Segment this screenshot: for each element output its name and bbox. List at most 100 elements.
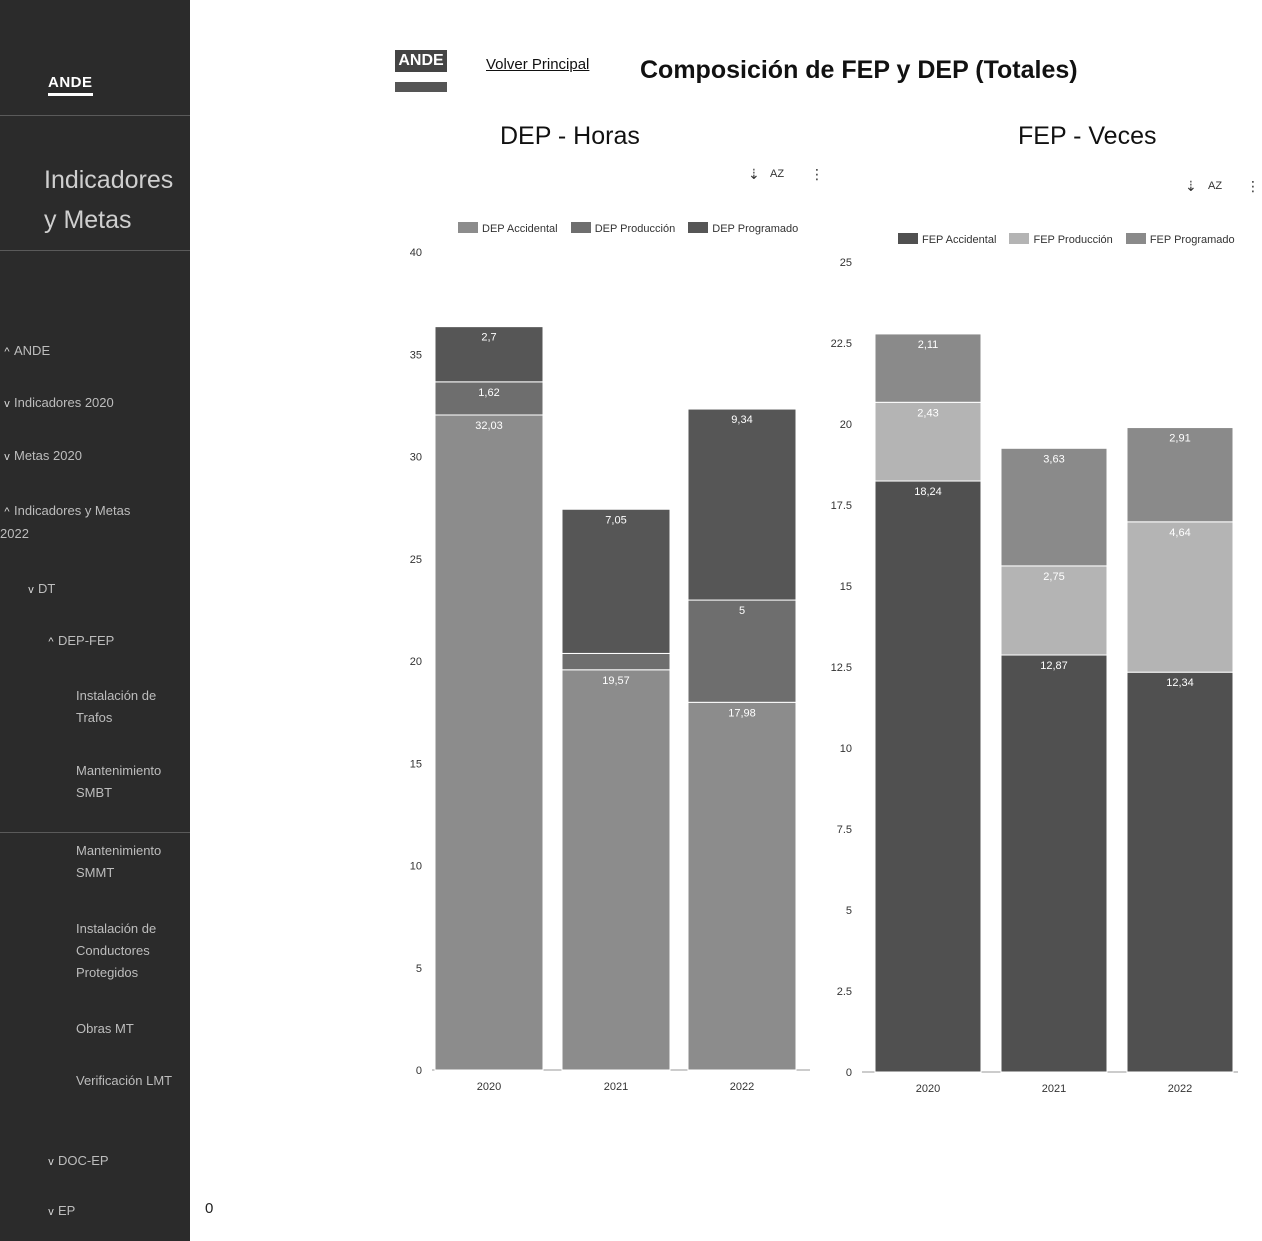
legend-item[interactable]: FEP Accidental [898, 233, 996, 246]
download-icon[interactable]: ⇣ [748, 166, 760, 182]
bar-segment [874, 333, 982, 403]
more-vertical-icon[interactable]: ⋮ [1246, 178, 1260, 194]
x-tick-label: 2022 [730, 1081, 754, 1093]
y-tick-label: 5 [846, 905, 852, 917]
sidebar-item-ep[interactable]: v EP [44, 1200, 190, 1223]
legend-label: FEP Accidental [922, 234, 997, 246]
y-tick-label: 0 [416, 1065, 422, 1077]
y-tick-label: 22.5 [831, 338, 852, 350]
sidebar-item-obras-mt[interactable]: Obras MT [76, 1018, 176, 1040]
sidebar-item-label: Mantenimiento SMBT [76, 763, 162, 800]
bar-segment [1126, 427, 1234, 523]
y-tick-label: 25 [840, 257, 852, 269]
sort-az-button[interactable]: AZ [770, 168, 785, 180]
chart-title-dep: DEP - Horas [500, 122, 640, 150]
sidebar-item-label: DT [38, 581, 56, 596]
page-title: Composición de FEP y DEP (Totales) [640, 56, 1078, 84]
sidebar-item-label: Mantenimiento SMMT [76, 843, 162, 880]
y-tick-label: 10 [410, 861, 422, 873]
sidebar-item-mantenimiento-smbt[interactable]: Mantenimiento SMBT [76, 760, 176, 804]
sidebar-item-indicadores-metas-2022[interactable]: ^ Indicadores y Metas 2022 [0, 500, 160, 545]
data-label: 2,91 [1169, 433, 1190, 445]
bar-segment [434, 326, 544, 383]
bar-segment [561, 652, 671, 671]
sidebar-item-verificacion-lmt[interactable]: Verificación LMT [76, 1070, 176, 1092]
y-tick-label: 12.5 [831, 662, 852, 674]
y-tick-label: 35 [410, 349, 422, 361]
sidebar-divider [0, 832, 190, 833]
chevron-down-icon: v [48, 1156, 54, 1168]
data-label: 18,24 [914, 486, 942, 498]
sort-az-button[interactable]: AZ [1208, 180, 1223, 192]
data-label: 19,57 [602, 675, 630, 687]
sidebar-item-dep-fep[interactable]: ^ DEP-FEP [44, 630, 190, 653]
sidebar: ANDE Indicadores y Metas ^ ANDE v Indicado… [0, 0, 190, 1241]
logo-text: ANDE [395, 50, 447, 72]
sidebar-item-label: EP [58, 1203, 76, 1218]
sidebar-item-label: Instalación de Conductores Protegidos [76, 921, 157, 980]
volver-principal-link[interactable]: Volver Principal [486, 56, 590, 73]
sidebar-item-label: Obras MT [76, 1021, 134, 1036]
data-label: 5 [739, 605, 745, 617]
sidebar-item-instalacion-trafos[interactable]: Instalación de Trafos [76, 685, 176, 729]
legend-swatch [688, 222, 709, 233]
x-tick-label: 2020 [916, 1083, 940, 1095]
more-vertical-icon[interactable]: ⋮ [810, 166, 824, 182]
bar-segment [687, 701, 797, 1071]
sidebar-item-dt[interactable]: v DT [24, 578, 190, 601]
legend-item[interactable]: FEP Programado [1125, 233, 1235, 246]
legend-swatch [1125, 233, 1146, 244]
y-tick-label: 15 [840, 581, 852, 593]
data-label: 12,87 [1040, 660, 1068, 672]
sidebar-item-label: DOC-EP [58, 1153, 109, 1168]
legend-swatch [458, 222, 478, 233]
chevron-down-icon: v [28, 584, 34, 596]
download-icon[interactable]: ⇣ [1185, 178, 1197, 194]
legend-item[interactable]: DEP Programado [688, 222, 798, 235]
sidebar-item-metas-2020[interactable]: v Metas 2020 [0, 445, 190, 468]
bar-segment [874, 480, 982, 1073]
bar-segment [561, 669, 671, 1071]
sidebar-title: Indicadores y Metas [44, 166, 174, 234]
y-tick-label: 5 [416, 963, 422, 975]
bar-segment [1000, 447, 1108, 567]
bar-segment [874, 401, 982, 482]
y-tick-label: 40 [410, 247, 422, 259]
x-tick-label: 2022 [1168, 1083, 1192, 1095]
y-tick-label: 0 [846, 1067, 852, 1079]
sidebar-item-doc-ep[interactable]: v DOC-EP [44, 1150, 190, 1173]
chevron-down-icon: v [4, 398, 10, 410]
sidebar-item-label: DEP-FEP [58, 633, 115, 648]
bar-segment [1126, 521, 1234, 673]
legend-swatch [570, 222, 591, 233]
sidebar-item-ande[interactable]: ^ ANDE [0, 340, 190, 363]
sidebar-logo[interactable]: ANDE [48, 74, 93, 96]
bar-segment [561, 508, 671, 654]
sidebar-item-mantenimiento-smmt[interactable]: Mantenimiento SMMT [76, 840, 176, 884]
data-label: 32,03 [475, 420, 503, 432]
sidebar-item-instalacion-conductores[interactable]: Instalación de Conductores Protegidos [76, 918, 176, 984]
sidebar-item-label: Indicadores 2020 [14, 395, 114, 410]
header-logo[interactable]: ANDE [395, 50, 447, 92]
sidebar-item-indicadores-2020[interactable]: v Indicadores 2020 [0, 392, 190, 415]
chart-title-fep: FEP - Veces [1018, 122, 1157, 150]
y-tick-label: 2.5 [837, 986, 852, 998]
bar-segment [434, 381, 544, 416]
legend-label: DEP Producción [594, 223, 676, 235]
legend-fep: FEP Accidental FEP Producción FEP Progra… [898, 233, 1245, 246]
legend-label: DEP Programado [712, 223, 799, 235]
legend-item[interactable]: FEP Producción [1009, 233, 1113, 246]
legend-swatch [898, 233, 918, 244]
bar-segment [1126, 671, 1234, 1073]
bar-segment [687, 408, 797, 601]
data-label: 7,05 [605, 514, 626, 526]
y-tick-label: 20 [840, 419, 852, 431]
chevron-down-icon: v [48, 1206, 54, 1218]
legend-item[interactable]: DEP Accidental [458, 222, 558, 235]
x-tick-label: 2020 [477, 1081, 501, 1093]
data-label: 4,64 [1169, 527, 1190, 539]
legend-item[interactable]: DEP Producción [570, 222, 676, 235]
data-label: 2,43 [917, 407, 938, 419]
y-tick-label: 15 [410, 758, 422, 770]
legend-label: FEP Producción [1033, 234, 1113, 246]
